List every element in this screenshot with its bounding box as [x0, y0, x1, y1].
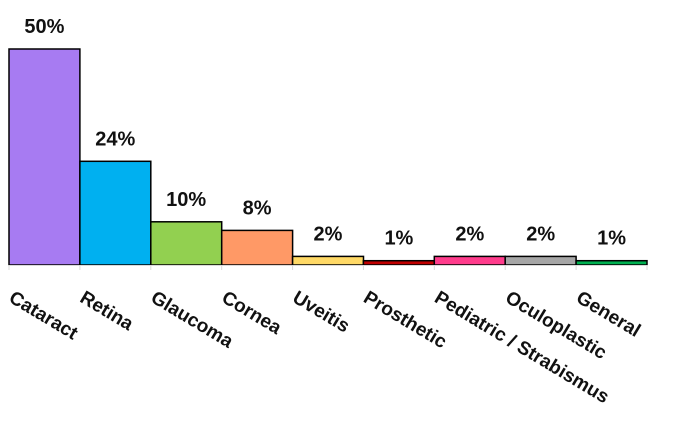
x-axis-ticks: [8, 265, 648, 270]
bar-prosthetic: [362, 259, 436, 266]
data-label-cornea: 8%: [243, 197, 272, 219]
bar-pediatric-strabismus: [433, 255, 506, 266]
data-label-oculoplastic: 2%: [526, 223, 555, 245]
category-label-cataract: Cataract: [5, 287, 82, 345]
data-label-cataract: 50%: [24, 16, 64, 38]
data-label-retina: 24%: [95, 128, 135, 150]
bars-group: [8, 48, 648, 266]
category-label-uveitis: Uveitis: [289, 287, 353, 337]
bar-retina: [79, 160, 152, 266]
data-label-prosthetic: 1%: [384, 228, 413, 250]
bar-oculoplastic: [504, 255, 577, 266]
data-label-glaucoma: 10%: [166, 189, 206, 211]
data-label-uveitis: 2%: [314, 223, 343, 245]
bar-cataract: [8, 48, 81, 266]
bar-general: [575, 259, 648, 266]
data-label-pediatric-strabismus: 2%: [455, 223, 484, 245]
bar-uveitis: [291, 255, 365, 266]
data-labels-group: 50% 24% 10% 8% 2% 1% 2% 2% 1%: [24, 16, 626, 250]
bar-glaucoma: [150, 221, 223, 266]
data-label-general: 1%: [597, 228, 626, 250]
bar-cornea: [220, 229, 294, 266]
category-label-retina: Retina: [76, 287, 137, 335]
